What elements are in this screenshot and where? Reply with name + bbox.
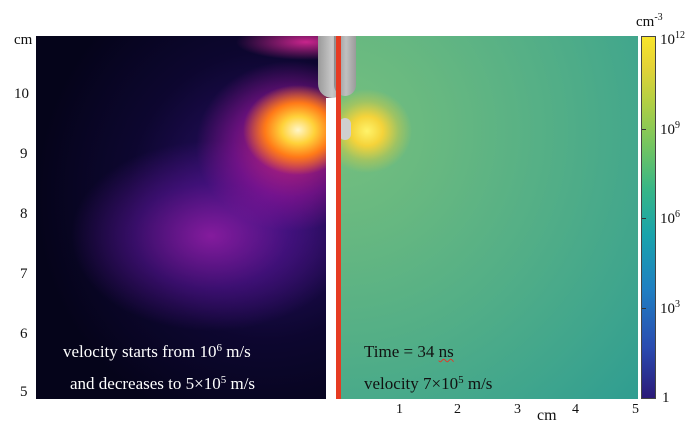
left-axis-tick: 5	[20, 384, 28, 400]
right-axis-tick: 1	[396, 402, 403, 417]
colorbar-unit: cm-3	[636, 12, 663, 30]
left-axis-tick: 9	[20, 146, 28, 162]
right-caption-line2: velocity 7×105 m/s	[364, 374, 493, 393]
colorbar-label: 103	[660, 299, 680, 317]
colorbar-tick	[642, 308, 646, 309]
colorbar-tick	[642, 129, 646, 130]
left-caption-line1: velocity starts from 106 m/s	[63, 342, 251, 361]
electrode-gap	[326, 98, 339, 399]
simulation-density-panel	[341, 36, 638, 399]
panel-divider	[336, 36, 341, 399]
left-caption-line2: and decreases to 5×105 m/s	[70, 374, 256, 393]
left-axis-tick: 6	[20, 326, 28, 342]
colorbar-label: 109	[660, 120, 680, 138]
left-axis-tick: 7	[20, 266, 28, 282]
colorbar-label: 1012	[660, 30, 685, 48]
left-axis-tick: 10	[14, 86, 29, 102]
right-axis-tick: 5	[632, 402, 639, 417]
colorbar-label: 1	[662, 390, 670, 406]
colorbar	[641, 36, 656, 399]
right-axis-tick: 2	[454, 402, 461, 417]
right-axis-tick: 4	[572, 402, 579, 417]
left-axis-tick: 8	[20, 206, 28, 222]
colorbar-tick	[642, 218, 646, 219]
plasma-photo-panel	[36, 36, 332, 399]
right-axis-tick: 3	[514, 402, 521, 417]
right-caption-line1: Time = 34 ns	[364, 342, 454, 361]
electrode-small-tip	[339, 118, 351, 140]
right-axis-unit: cm	[537, 407, 557, 424]
left-axis-unit: cm	[14, 32, 33, 48]
colorbar-label: 106	[660, 209, 680, 227]
